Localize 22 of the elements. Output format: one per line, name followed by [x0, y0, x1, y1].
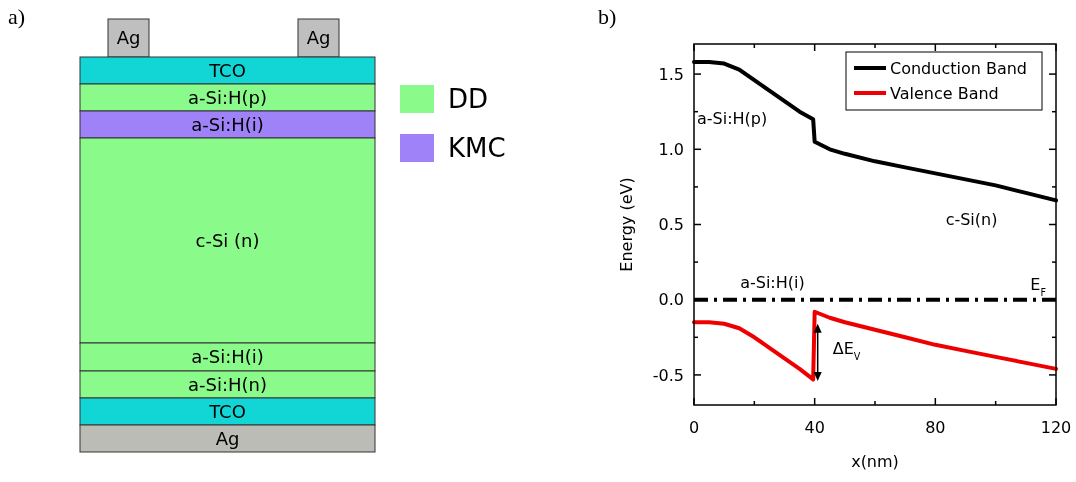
legend-label: Conduction Band	[890, 58, 1028, 78]
x-tick-label: 40	[804, 418, 825, 437]
y-tick-label: 0.0	[658, 290, 684, 310]
y-tick-label: -0.5	[652, 365, 684, 385]
x-tick-label: 0	[688, 418, 700, 437]
annotation: a-Si:H(p)	[697, 108, 768, 128]
solar-cell-layer-diagram: Ag Ag TCO a-Si:H(p) a-Si:H(i) c-Si (n) a-Si:H(i) a-Si:H(n) TCO Ag DD KMC	[79, 18, 506, 453]
y-tick-label: 1.0	[658, 140, 684, 160]
x-tick-label: 120	[1040, 418, 1072, 437]
x-axis-title: x(nm)	[851, 452, 899, 471]
annotation: ΔE$_{V}$	[832, 338, 861, 362]
x-tick-label: 80	[925, 418, 946, 437]
y-tick-label: 0.5	[658, 215, 684, 235]
y-tick-label: 1.5	[658, 64, 684, 84]
legend-label: Valence Band	[890, 83, 999, 103]
annotation: a-Si:H(i)	[740, 272, 805, 292]
ref-line-label: E$_{F}$	[1030, 274, 1046, 298]
text: a)	[8, 4, 26, 29]
line-series	[692, 309, 1058, 382]
y-axis-title: Energy (eV)	[617, 177, 636, 272]
chart-title: b)	[598, 4, 617, 29]
annotation: c-Si(n)	[945, 209, 998, 229]
